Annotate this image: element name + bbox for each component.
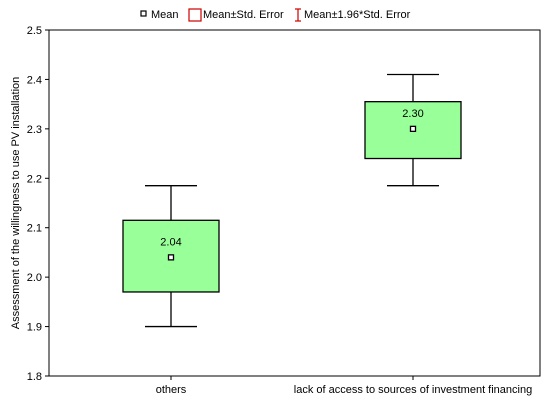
y-axis: 1.8 1.9 2.0 2.1 2.2 2.3 2.4 2.5 xyxy=(27,25,49,383)
y-tick-label: 2.2 xyxy=(27,173,42,185)
mean-data-label: 2.04 xyxy=(160,236,181,248)
legend-label: Mean xyxy=(151,9,179,21)
legend-item-1-96-std-error: Mean±1.96*Std. Error xyxy=(295,8,411,22)
y-tick-label: 2.5 xyxy=(27,25,42,37)
x-tick-label: lack of access to sources of investment … xyxy=(294,384,532,396)
legend-item-std-error: Mean±Std. Error xyxy=(188,8,284,22)
y-tick-label: 1.9 xyxy=(27,322,42,334)
y-tick-label: 1.8 xyxy=(27,371,42,383)
boxes: 2.04 2.30 xyxy=(122,73,462,328)
x-axis: others lack of access to sources of inves… xyxy=(156,376,532,396)
legend-label: Mean±Std. Error xyxy=(203,9,284,21)
y-tick-label: 2.4 xyxy=(27,74,42,86)
x-tick-label: others xyxy=(156,384,187,396)
y-tick-label: 2.1 xyxy=(27,223,42,235)
mean-marker xyxy=(409,125,417,133)
box-group: 2.30 xyxy=(364,73,462,187)
mean-marker xyxy=(167,254,175,261)
mean-legend-icon xyxy=(140,10,147,17)
legend: Mean Mean±Std. Error Mean±1.96*Std. Error xyxy=(140,8,411,22)
box-group: 2.04 xyxy=(122,185,220,328)
y-axis-label: Assessment of the willingness to use PV … xyxy=(10,77,22,330)
y-tick-label: 2.0 xyxy=(27,272,42,284)
plot-frame xyxy=(48,29,541,377)
legend-label: Mean±1.96*Std. Error xyxy=(304,9,411,21)
legend-item-mean: Mean xyxy=(140,9,179,21)
mean-data-label: 2.30 xyxy=(402,108,423,120)
box-legend-icon xyxy=(188,8,202,22)
y-tick-label: 2.3 xyxy=(27,124,42,136)
